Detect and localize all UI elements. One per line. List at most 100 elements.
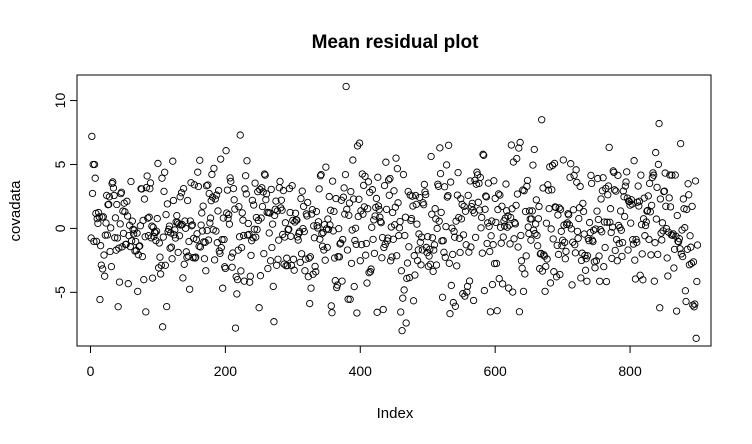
data-point	[196, 243, 205, 251]
data-point	[594, 215, 603, 224]
data-point	[494, 205, 502, 214]
data-point	[339, 235, 347, 244]
data-point	[260, 170, 269, 178]
data-point	[567, 225, 576, 233]
data-point	[641, 221, 650, 230]
data-point	[211, 195, 219, 203]
data-point	[340, 184, 348, 192]
data-point	[249, 234, 257, 242]
data-point	[679, 195, 687, 203]
data-point	[687, 243, 695, 251]
data-point	[618, 238, 627, 247]
data-point	[364, 178, 373, 186]
data-point	[529, 161, 537, 169]
data-point	[161, 261, 170, 269]
data-point	[515, 144, 523, 152]
data-point	[424, 262, 433, 270]
data-point	[458, 200, 466, 209]
data-point	[664, 272, 672, 280]
data-point	[355, 139, 364, 147]
data-point	[103, 231, 112, 239]
data-point	[159, 233, 167, 241]
data-point	[480, 286, 489, 295]
data-point	[483, 239, 491, 248]
data-point	[688, 202, 696, 211]
data-point	[612, 187, 620, 195]
data-point	[652, 215, 661, 223]
data-point	[95, 213, 103, 221]
data-point	[344, 295, 352, 303]
data-point	[258, 202, 267, 211]
data-point	[379, 305, 387, 314]
data-point	[363, 279, 371, 287]
data-point	[258, 184, 266, 192]
x-tick-label: 400	[349, 363, 373, 379]
data-point	[227, 177, 235, 186]
data-point	[637, 171, 645, 179]
data-point	[657, 229, 665, 237]
data-point	[308, 205, 317, 214]
data-point	[380, 181, 389, 190]
data-point	[327, 302, 335, 310]
data-point	[345, 211, 353, 219]
data-point	[523, 182, 531, 190]
data-point	[558, 236, 567, 244]
data-point	[339, 193, 348, 201]
data-point	[654, 250, 662, 259]
data-point	[113, 200, 121, 209]
data-point	[127, 237, 136, 245]
data-point	[597, 195, 605, 203]
data-point	[90, 160, 99, 169]
data-point	[192, 235, 201, 244]
data-point	[305, 254, 313, 262]
data-point	[648, 201, 656, 210]
data-point	[129, 225, 137, 233]
data-point	[403, 259, 412, 267]
data-point	[402, 319, 410, 327]
data-point	[293, 233, 302, 241]
data-point	[581, 251, 589, 260]
data-point	[106, 247, 114, 256]
data-point	[445, 259, 453, 267]
data-point	[109, 184, 118, 192]
data-point	[171, 234, 180, 242]
data-point	[650, 277, 658, 285]
data-point	[276, 177, 284, 186]
data-point	[556, 205, 565, 214]
data-point	[535, 202, 543, 211]
data-point	[581, 266, 590, 274]
data-point	[264, 264, 272, 273]
data-point	[430, 246, 438, 254]
data-point	[345, 199, 354, 207]
data-point	[394, 199, 402, 207]
x-tick-label: 0	[87, 363, 95, 379]
data-point	[373, 308, 381, 316]
data-point	[341, 210, 349, 218]
data-point	[690, 303, 698, 311]
data-point	[557, 227, 565, 235]
data-point	[328, 177, 337, 185]
data-point	[460, 202, 468, 211]
data-point	[562, 247, 570, 256]
data-point	[656, 304, 664, 312]
data-point	[128, 217, 136, 225]
data-point	[625, 197, 634, 206]
data-point	[482, 192, 490, 200]
data-point	[269, 282, 277, 291]
data-point	[134, 251, 143, 259]
data-point	[370, 216, 378, 224]
data-point	[414, 246, 422, 254]
data-point	[320, 221, 329, 229]
data-point	[447, 281, 455, 290]
data-point	[545, 204, 553, 213]
data-point	[461, 292, 469, 300]
data-point	[222, 147, 230, 155]
data-point	[415, 193, 424, 202]
data-point	[444, 191, 452, 200]
data-point	[576, 182, 584, 191]
data-point	[271, 205, 279, 213]
data-point	[411, 271, 419, 279]
data-point	[670, 264, 678, 272]
data-point	[354, 212, 362, 221]
data-point	[357, 240, 366, 249]
